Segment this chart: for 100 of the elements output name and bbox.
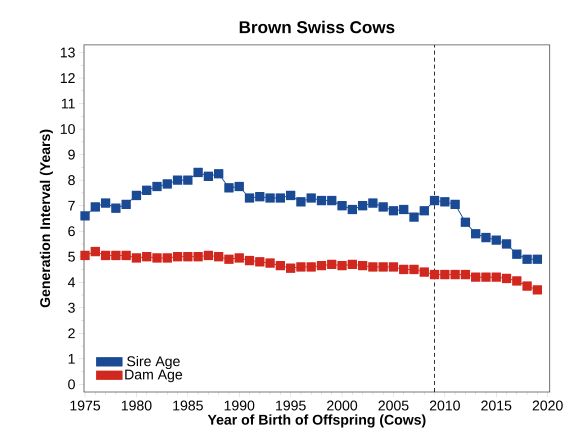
point [255,257,264,266]
y-tick-label: 10 [60,124,75,134]
point [121,250,131,260]
point [172,252,182,262]
point [502,274,512,284]
point [522,254,532,264]
point [409,264,419,274]
point [296,197,306,206]
point [172,175,182,185]
point [111,250,121,260]
y-tick-label: 1 [68,354,75,364]
x-tick-label: 2010 [430,400,460,411]
point [378,202,388,212]
point [430,196,440,206]
x-tick-label: 1975 [70,400,100,411]
point [388,262,398,272]
point [276,193,286,203]
y-tick-label: 12 [60,73,75,83]
legend-label: Dam Age [125,370,182,382]
point [420,267,429,277]
point [162,179,172,189]
point [100,198,110,208]
point [471,272,480,282]
point [90,246,100,256]
point [80,250,90,260]
point [337,200,347,210]
y-tick-label: 6 [68,226,75,236]
point [162,253,172,263]
point [142,186,152,196]
point [348,204,357,214]
point [306,193,316,203]
point [522,281,532,291]
point [152,182,162,192]
y-tick-label: 13 [60,48,75,58]
point [532,254,542,264]
point [440,270,450,280]
point [142,252,152,262]
point [471,229,480,238]
y-tick-label: 3 [68,302,75,313]
point [368,198,378,208]
point [460,218,470,227]
point [244,193,254,203]
point [358,260,368,270]
y-axis-title: Generation Interval (Years) [40,130,53,308]
point [193,252,203,262]
x-tick-label: 2005 [378,400,408,411]
point [132,190,142,200]
point [430,270,440,280]
point [80,211,90,221]
point [481,232,491,242]
y-tick-label: 11 [62,98,75,108]
point [255,192,264,202]
point [152,253,162,263]
y-tick-label: 4 [68,277,76,288]
point [378,262,388,272]
point [358,200,368,210]
point [460,270,470,280]
y-tick-label: 5 [68,252,75,262]
point [512,276,522,286]
point [348,260,357,270]
point [111,204,121,213]
point [420,206,429,216]
y-tick-label: 0 [68,379,75,390]
point [214,252,224,262]
point [399,264,408,274]
point [265,258,275,268]
point [132,253,142,263]
point [327,260,336,270]
y-tick-label: 8 [68,175,75,186]
x-tick-label: 2020 [532,400,563,411]
point [286,190,296,200]
x-tick-label: 1990 [224,400,254,411]
point [204,250,214,260]
x-tick-label: 1980 [122,400,152,411]
chart-title: Brown Swiss Cows [240,20,394,34]
point [214,169,224,178]
point [306,262,316,272]
point [450,200,460,210]
point [399,204,408,214]
x-tick-label: 2000 [327,400,358,411]
point [481,272,491,282]
y-tick-label: 7 [68,200,75,210]
point [368,262,378,272]
point [100,250,110,260]
point [265,193,275,203]
point [512,249,522,259]
y-tick-label: 9 [68,150,75,160]
point [450,270,460,280]
point [492,272,501,282]
x-axis-title: Year of Birth of Offspring (Cows) [208,414,426,428]
point [388,206,398,216]
point [532,285,542,295]
point [492,235,501,245]
point [296,262,306,272]
point [244,256,254,266]
point [316,260,326,270]
point [183,252,193,262]
point [204,172,214,181]
point [224,254,234,264]
point [234,182,244,192]
